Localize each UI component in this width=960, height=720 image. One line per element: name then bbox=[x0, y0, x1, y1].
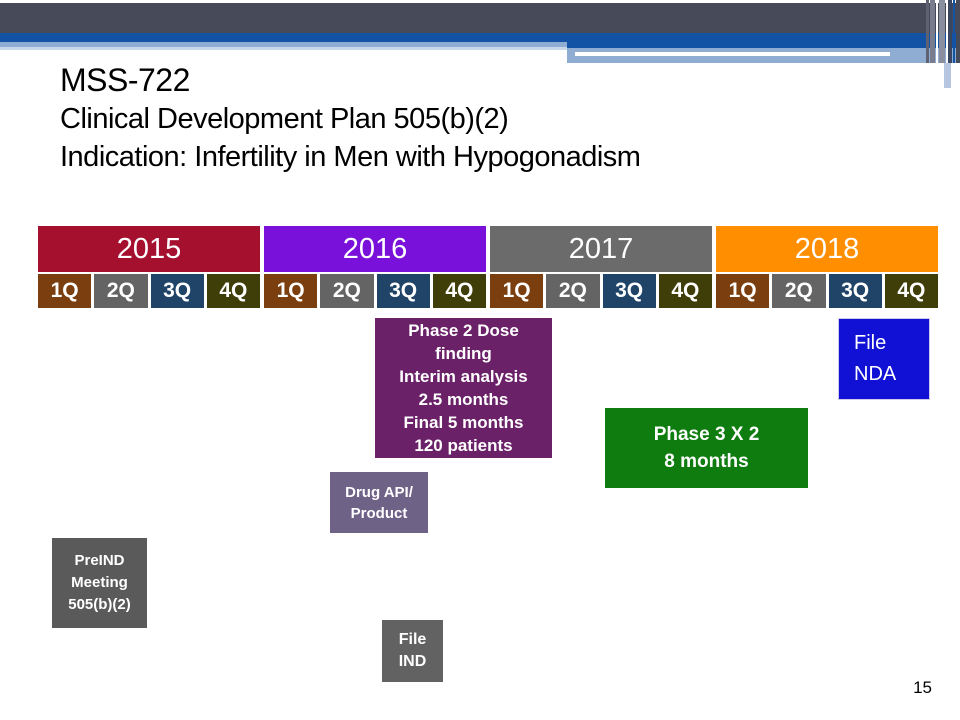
title-line-indication: Indication: Infertility in Men with Hypo… bbox=[60, 141, 641, 173]
milestone-text-line: 2.5 months bbox=[418, 390, 509, 409]
year-cell-2017: 2017 bbox=[490, 226, 712, 272]
header-bar-lightblue bbox=[0, 42, 567, 47]
quarter-cell: 1Q bbox=[716, 274, 770, 308]
header-bar-blue bbox=[0, 33, 567, 42]
corner-stripe bbox=[956, 0, 960, 63]
header-bar-slate bbox=[0, 3, 960, 33]
year-cell-2018: 2018 bbox=[716, 226, 938, 272]
corner-stripe bbox=[930, 0, 935, 63]
title-line-project: MSS-722 bbox=[60, 62, 190, 98]
quarter-cell: 4Q bbox=[206, 274, 260, 308]
quarter-group-2018: 1Q 2Q 3Q 4Q bbox=[716, 274, 938, 308]
corner-stripe bbox=[948, 0, 952, 63]
milestone-text-line: Drug API/ bbox=[345, 483, 413, 501]
quarter-cell: 4Q bbox=[432, 274, 486, 308]
quarter-cell: 2Q bbox=[94, 274, 148, 308]
milestone-text-line: Meeting bbox=[71, 574, 128, 591]
quarter-cell: 1Q bbox=[490, 274, 544, 308]
milestone-text-line: File bbox=[398, 631, 427, 648]
corner-stripe bbox=[936, 0, 938, 63]
milestone-text-line: 8 months bbox=[664, 451, 749, 472]
milestone-text-line: 505(b)(2) bbox=[68, 596, 131, 613]
milestone-text-line: IND bbox=[398, 653, 427, 670]
milestone-text-line: Product bbox=[350, 504, 408, 522]
corner-stripe-tail bbox=[944, 63, 951, 88]
milestone-text-line: Phase 2 Dose bbox=[408, 321, 519, 340]
quarter-cell: 1Q bbox=[38, 274, 92, 308]
milestone-text-line: 120 patients bbox=[414, 436, 513, 455]
timeline-quarter-row: 1Q 2Q 3Q 4Q 1Q 2Q 3Q 4Q 1Q 2Q 3Q 4Q 1Q 2… bbox=[38, 274, 938, 308]
milestone-text-line: finding bbox=[435, 344, 492, 363]
corner-stripe bbox=[953, 0, 955, 63]
milestone-file-ind: File IND bbox=[382, 620, 443, 682]
year-cell-2015: 2015 bbox=[38, 226, 260, 272]
quarter-cell: 2Q bbox=[772, 274, 826, 308]
page-number: 15 bbox=[913, 678, 932, 697]
quarter-cell: 3Q bbox=[828, 274, 882, 308]
year-cell-2016: 2016 bbox=[264, 226, 486, 272]
milestone-text-line: Phase 3 X 2 bbox=[653, 424, 760, 445]
corner-stripe bbox=[946, 0, 948, 63]
milestone-phase2: Phase 2 Dose finding Interim analysis 2.… bbox=[375, 318, 552, 458]
quarter-cell: 2Q bbox=[546, 274, 600, 308]
quarter-group-2017: 1Q 2Q 3Q 4Q bbox=[490, 274, 712, 308]
milestone-drug-api: Drug API/ Product bbox=[330, 472, 428, 533]
milestone-phase3: Phase 3 X 2 8 months bbox=[605, 408, 808, 488]
quarter-cell: 3Q bbox=[150, 274, 204, 308]
quarter-group-2015: 1Q 2Q 3Q 4Q bbox=[38, 274, 260, 308]
milestone-text-line: NDA bbox=[854, 363, 897, 385]
slide-title: MSS-722 Clinical Development Plan 505(b)… bbox=[60, 60, 641, 176]
milestone-preind: PreIND Meeting 505(b)(2) bbox=[52, 538, 147, 628]
quarter-cell: 1Q bbox=[264, 274, 318, 308]
milestone-text-line: File bbox=[854, 332, 887, 354]
header-white-stripe bbox=[575, 52, 890, 56]
milestone-text-line: Interim analysis bbox=[399, 367, 528, 386]
milestone-file-nda: File NDA bbox=[838, 318, 930, 400]
milestone-text-line: PreIND bbox=[74, 552, 125, 569]
quarter-cell: 4Q bbox=[658, 274, 712, 308]
corner-stripe bbox=[926, 0, 929, 63]
quarter-cell: 3Q bbox=[602, 274, 656, 308]
title-line-plan: Clinical Development Plan 505(b)(2) bbox=[60, 103, 509, 135]
corner-stripe bbox=[939, 0, 945, 63]
header-bar-pale bbox=[0, 47, 567, 50]
quarter-cell: 2Q bbox=[320, 274, 374, 308]
quarter-cell: 4Q bbox=[884, 274, 938, 308]
timeline-year-row: 2015 2016 2017 2018 bbox=[38, 226, 938, 272]
header-bar-blue-right bbox=[567, 33, 960, 48]
quarter-cell: 3Q bbox=[376, 274, 430, 308]
quarter-group-2016: 1Q 2Q 3Q 4Q bbox=[264, 274, 486, 308]
milestone-text-line: Final 5 months bbox=[403, 413, 524, 432]
